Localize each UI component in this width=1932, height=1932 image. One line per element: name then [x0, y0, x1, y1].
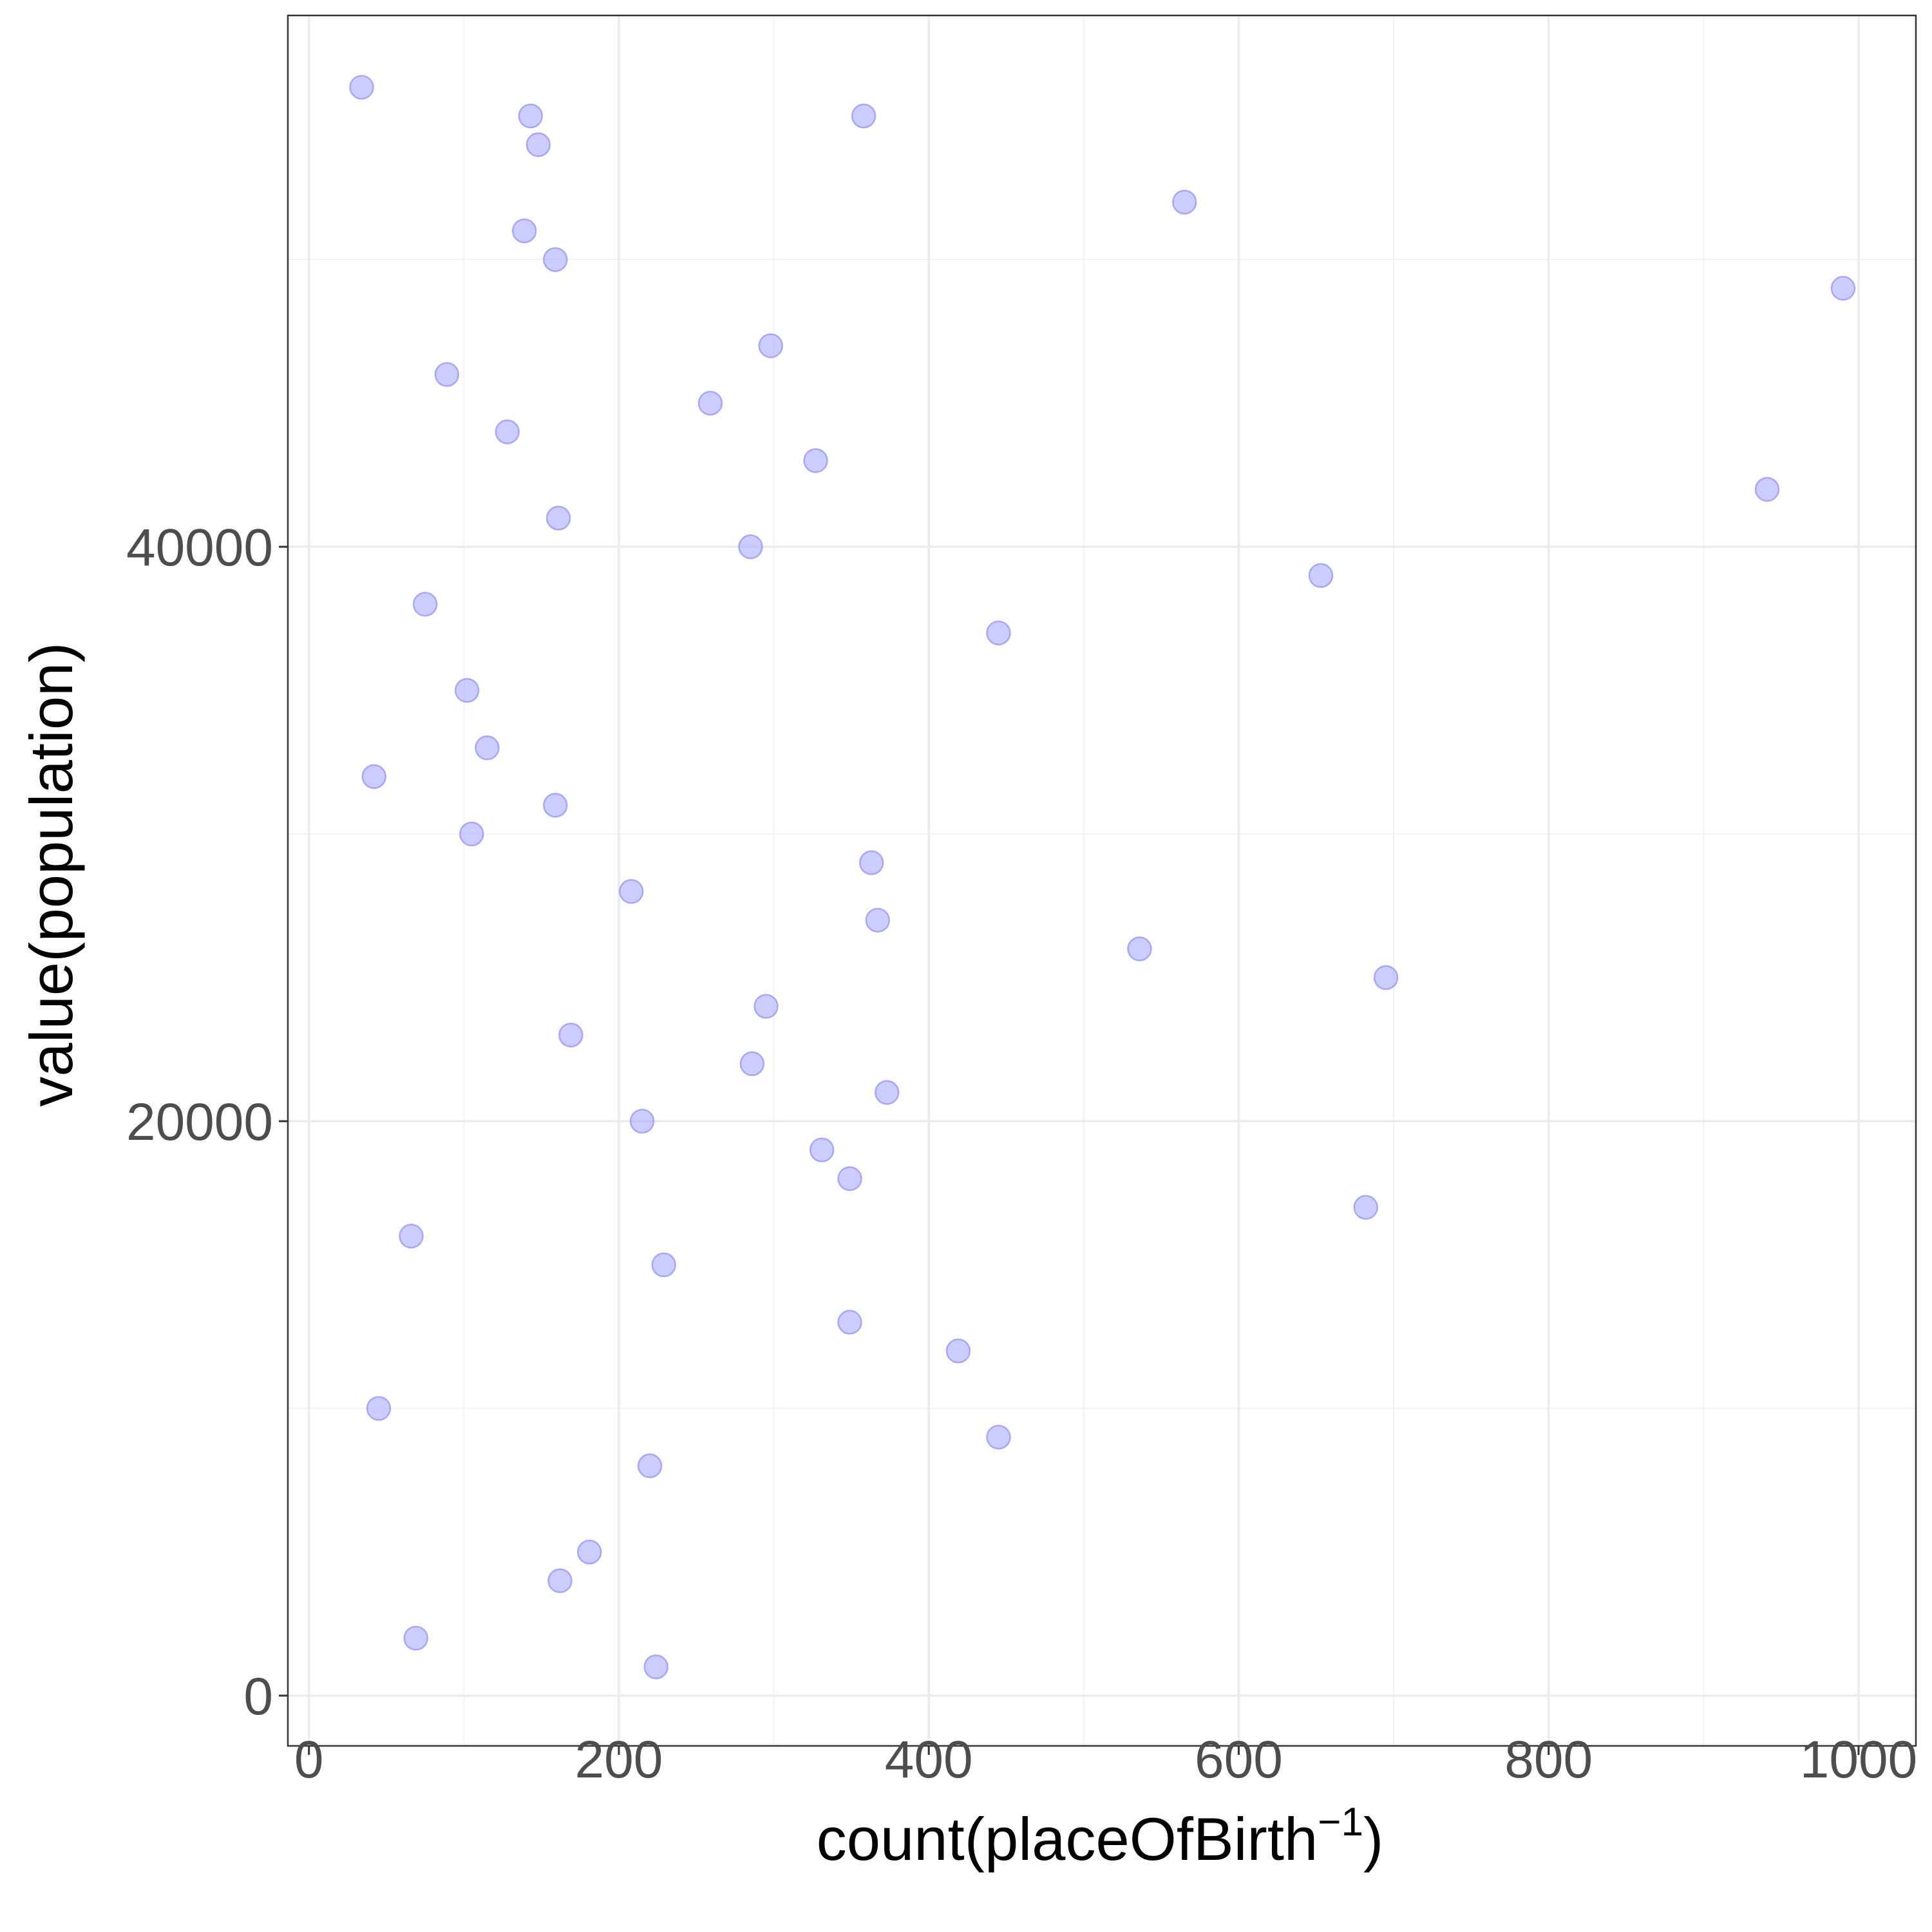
- data-point: [543, 247, 568, 272]
- x-axis-title-main: count(placeOfBirth: [817, 1805, 1318, 1873]
- data-point: [459, 821, 484, 847]
- data-point: [543, 793, 568, 818]
- data-point: [361, 764, 387, 790]
- data-point: [526, 132, 551, 157]
- data-point: [758, 333, 784, 359]
- data-point: [851, 103, 876, 129]
- data-point: [558, 1022, 583, 1048]
- x-tick-label: 200: [575, 1730, 663, 1789]
- data-point: [1353, 1195, 1379, 1220]
- data-point: [475, 735, 500, 761]
- data-point: [697, 390, 723, 416]
- data-point: [753, 994, 779, 1019]
- data-point: [454, 677, 480, 703]
- panel-border: [287, 14, 1917, 1747]
- data-point: [1830, 276, 1856, 301]
- data-point: [349, 75, 374, 100]
- data-point: [651, 1252, 677, 1278]
- x-tick-label: 600: [1195, 1730, 1283, 1789]
- y-tick-label: 20000: [126, 1093, 273, 1151]
- x-tick-label: 800: [1504, 1730, 1593, 1789]
- data-point: [434, 362, 460, 387]
- data-point: [945, 1338, 971, 1364]
- y-tick-label: 40000: [126, 518, 273, 577]
- minor-gridlines: [288, 15, 1916, 1746]
- data-point: [412, 591, 438, 617]
- data-point: [1172, 189, 1197, 215]
- x-tick-label: 1000: [1800, 1730, 1917, 1789]
- data-point: [809, 1137, 835, 1162]
- data-point: [495, 419, 520, 444]
- x-axis-title-suffix: ): [1363, 1805, 1383, 1873]
- y-axis-title: value(population): [17, 642, 85, 1106]
- data-point: [739, 1051, 765, 1077]
- data-point: [875, 1080, 900, 1105]
- data-point: [629, 1108, 655, 1134]
- data-point: [577, 1539, 602, 1565]
- x-axis-title: count(placeOfBirth−1): [817, 1800, 1384, 1873]
- data-point: [837, 1166, 862, 1191]
- data-point: [1754, 477, 1780, 502]
- data-point: [803, 448, 828, 473]
- y-axis-ticks: 0 20000 40000: [126, 518, 288, 1726]
- data-point: [643, 1654, 668, 1680]
- x-axis-title-superscript: −1: [1318, 1800, 1363, 1844]
- data-point: [511, 218, 537, 243]
- data-point: [1308, 563, 1334, 588]
- y-tick-label: 0: [243, 1667, 273, 1726]
- data-point: [865, 907, 891, 933]
- data-point: [986, 620, 1011, 646]
- data-point: [618, 878, 644, 904]
- major-gridlines: [288, 15, 1916, 1746]
- data-point: [738, 534, 763, 560]
- data-point: [518, 103, 544, 129]
- data-point: [399, 1224, 424, 1249]
- data-points: [349, 75, 1856, 1680]
- data-point: [545, 506, 571, 531]
- data-point: [1127, 936, 1152, 961]
- data-point: [547, 1568, 573, 1593]
- data-point: [403, 1625, 429, 1651]
- data-point: [637, 1453, 663, 1479]
- data-point: [366, 1396, 392, 1421]
- x-tick-label: 0: [294, 1730, 324, 1789]
- data-point: [1373, 965, 1399, 990]
- x-axis-ticks: 0 200 400 600 800 1000: [294, 1730, 1917, 1789]
- data-point: [986, 1425, 1011, 1450]
- data-point: [858, 850, 884, 875]
- data-point: [837, 1309, 862, 1335]
- x-tick-label: 400: [885, 1730, 973, 1789]
